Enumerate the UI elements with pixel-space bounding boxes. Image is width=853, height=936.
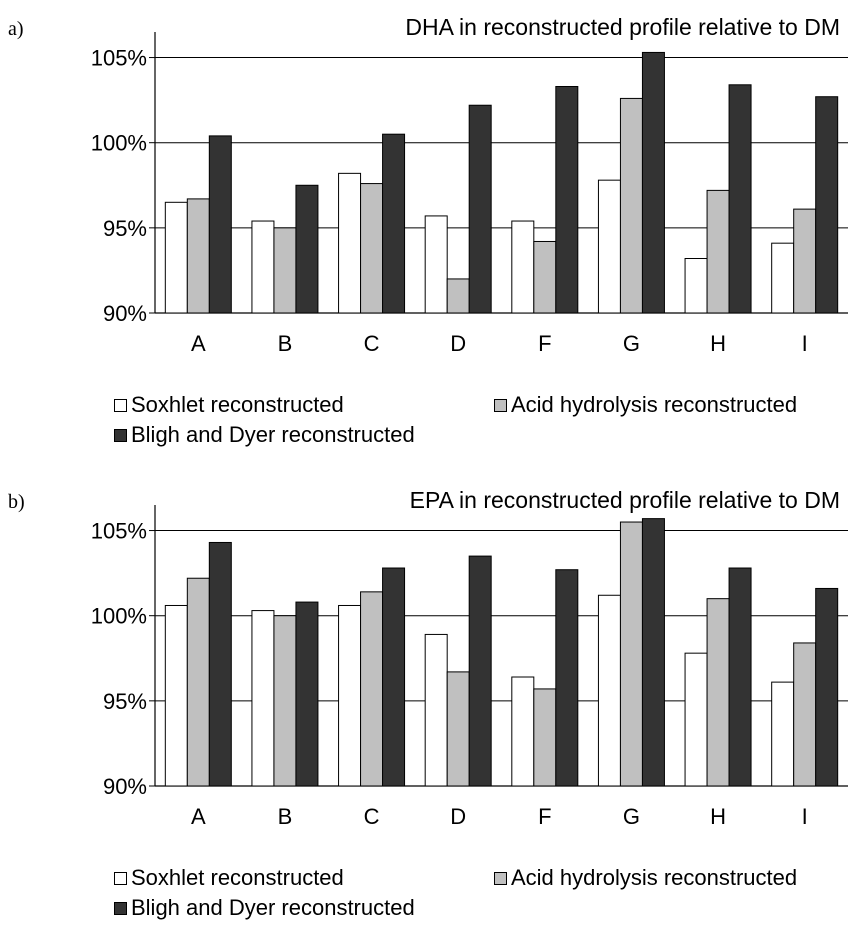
x-tick-label: G — [623, 331, 640, 356]
legend-label: Bligh and Dyer reconstructed — [131, 895, 415, 920]
bligh-dyer-bar — [641, 518, 665, 787]
bligh-dyer-bar — [295, 184, 319, 314]
acid-hydrolysis-bar — [619, 521, 643, 787]
legend-label: Soxhlet reconstructed — [131, 865, 344, 890]
x-tick-label: C — [364, 331, 380, 356]
legend-label: Acid hydrolysis reconstructed — [511, 392, 798, 417]
acid-hydrolysis-bar — [706, 189, 730, 314]
x-tick-label: F — [538, 804, 551, 829]
panel-label: a) — [8, 18, 24, 40]
acid-hydrolysis-bar — [446, 671, 470, 787]
y-tick-label: 90% — [103, 774, 147, 799]
acid-hydrolysis-bar — [360, 183, 384, 314]
bligh-dyer-bar — [468, 555, 492, 787]
acid-hydrolysis-bar — [446, 278, 470, 314]
chart-title: EPA in reconstructed profile relative to… — [409, 487, 840, 513]
x-tick-label: D — [450, 331, 466, 356]
bligh-dyer-bar — [728, 84, 752, 314]
bligh-dyer-bar — [468, 104, 492, 314]
x-tick-label: F — [538, 331, 551, 356]
bligh-dyer-bar — [208, 541, 232, 787]
acid-hydrolysis-bar — [619, 97, 643, 314]
soxhlet-bar — [251, 220, 275, 314]
soxhlet-bar — [511, 676, 535, 787]
y-tick-label: 105% — [91, 519, 147, 544]
legend-swatch-acid — [494, 871, 507, 885]
bligh-dyer-bar — [728, 567, 752, 787]
legend-swatch-acid — [494, 398, 507, 412]
bligh-dyer-bar — [555, 569, 579, 787]
y-tick-label: 95% — [103, 689, 147, 714]
soxhlet-bar — [511, 220, 535, 314]
bligh-dyer-bar — [641, 51, 665, 314]
y-tick-label: 90% — [103, 301, 147, 326]
acid-hydrolysis-bar — [273, 227, 297, 314]
bligh-dyer-bar — [555, 85, 579, 314]
x-tick-label: C — [364, 804, 380, 829]
bar-chart-epa: 90% 95% 100% 105% A B C D F G H I — [91, 505, 848, 829]
bligh-dyer-bar — [382, 133, 406, 314]
x-tick-label: H — [710, 804, 726, 829]
legend-item-acid: Acid hydrolysis reconstructed — [494, 863, 797, 893]
acid-hydrolysis-bar — [360, 591, 384, 787]
soxhlet-bar — [597, 179, 621, 314]
soxhlet-bar — [771, 681, 795, 787]
soxhlet-bar — [424, 633, 448, 787]
panel-label: b) — [8, 491, 25, 513]
bligh-dyer-bar — [208, 135, 232, 314]
legend-swatch-soxhlet — [114, 398, 127, 412]
x-tick-label: A — [191, 804, 206, 829]
soxhlet-bar — [597, 594, 621, 787]
acid-hydrolysis-bar — [793, 208, 817, 314]
soxhlet-bar — [338, 172, 362, 314]
soxhlet-bar — [424, 215, 448, 314]
soxhlet-bar — [251, 610, 275, 787]
acid-hydrolysis-bar — [186, 577, 210, 787]
x-tick-label: I — [802, 804, 808, 829]
y-tick-label: 95% — [103, 216, 147, 241]
y-tick-label: 105% — [91, 46, 147, 71]
acid-hydrolysis-bar — [533, 688, 557, 787]
bligh-dyer-bar — [815, 96, 839, 314]
legend-swatch-bligh — [114, 428, 127, 442]
legend-item-soxhlet: Soxhlet reconstructed — [114, 390, 344, 420]
soxhlet-bar — [338, 604, 362, 787]
soxhlet-bar — [164, 201, 188, 314]
bligh-dyer-bar — [815, 587, 839, 787]
chart-title: DHA in reconstructed profile relative to… — [405, 14, 840, 40]
legend-item-bligh: Bligh and Dyer reconstructed — [114, 420, 415, 450]
acid-hydrolysis-bar — [533, 240, 557, 314]
x-tick-label: H — [710, 331, 726, 356]
legend-item-acid: Acid hydrolysis reconstructed — [494, 390, 797, 420]
legend-swatch-soxhlet — [114, 871, 127, 885]
x-tick-label: I — [802, 331, 808, 356]
bligh-dyer-bar — [295, 601, 319, 787]
y-tick-label: 100% — [91, 131, 147, 156]
acid-hydrolysis-bar — [273, 615, 297, 787]
legend-label: Acid hydrolysis reconstructed — [511, 865, 798, 890]
bligh-dyer-bar — [382, 567, 406, 787]
x-tick-label: G — [623, 804, 640, 829]
x-tick-label: A — [191, 331, 206, 356]
y-tick-label: 100% — [91, 604, 147, 629]
soxhlet-bar — [684, 258, 708, 314]
acid-hydrolysis-bar — [706, 598, 730, 787]
chart-panel-dha: a) DHA in reconstructed profile relative… — [0, 0, 853, 463]
acid-hydrolysis-bar — [186, 198, 210, 314]
x-tick-label: B — [278, 804, 293, 829]
x-tick-label: D — [450, 804, 466, 829]
soxhlet-bar — [164, 604, 188, 787]
chart-panel-epa: b) EPA in reconstructed profile relative… — [0, 473, 853, 936]
legend-label: Soxhlet reconstructed — [131, 392, 344, 417]
soxhlet-bar — [771, 242, 795, 314]
legend-swatch-bligh — [114, 901, 127, 915]
legend-item-bligh: Bligh and Dyer reconstructed — [114, 893, 415, 923]
acid-hydrolysis-bar — [793, 642, 817, 787]
legend-item-soxhlet: Soxhlet reconstructed — [114, 863, 344, 893]
x-tick-label: B — [278, 331, 293, 356]
soxhlet-bar — [684, 652, 708, 787]
bar-chart-dha: 90% 95% 100% 105% A B C D F G H I — [91, 32, 848, 356]
legend-label: Bligh and Dyer reconstructed — [131, 422, 415, 447]
